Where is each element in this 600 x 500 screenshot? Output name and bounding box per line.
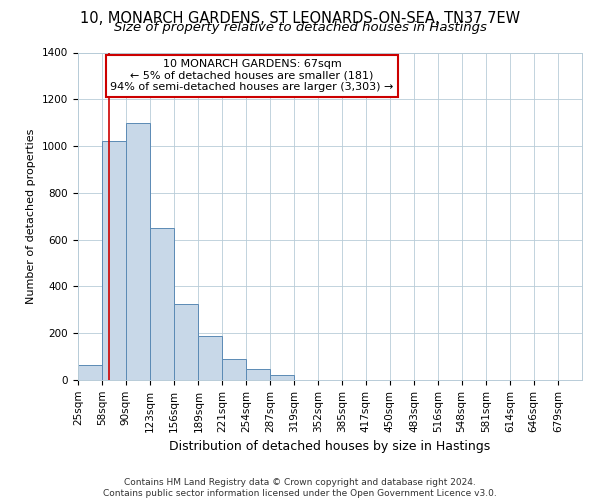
Text: Contains HM Land Registry data © Crown copyright and database right 2024.
Contai: Contains HM Land Registry data © Crown c… <box>103 478 497 498</box>
Y-axis label: Number of detached properties: Number of detached properties <box>26 128 37 304</box>
Text: 10 MONARCH GARDENS: 67sqm
← 5% of detached houses are smaller (181)
94% of semi-: 10 MONARCH GARDENS: 67sqm ← 5% of detach… <box>110 59 394 92</box>
Bar <box>222 359 246 380</box>
Bar <box>174 304 199 380</box>
X-axis label: Distribution of detached houses by size in Hastings: Distribution of detached houses by size … <box>169 440 491 453</box>
Bar <box>102 142 125 380</box>
Text: 10, MONARCH GARDENS, ST LEONARDS-ON-SEA, TN37 7EW: 10, MONARCH GARDENS, ST LEONARDS-ON-SEA,… <box>80 11 520 26</box>
Text: Size of property relative to detached houses in Hastings: Size of property relative to detached ho… <box>113 21 487 34</box>
Bar <box>78 365 102 380</box>
Bar <box>125 122 150 380</box>
Bar <box>246 369 270 380</box>
Bar <box>199 336 222 380</box>
Bar <box>150 228 174 380</box>
Bar <box>270 375 293 380</box>
